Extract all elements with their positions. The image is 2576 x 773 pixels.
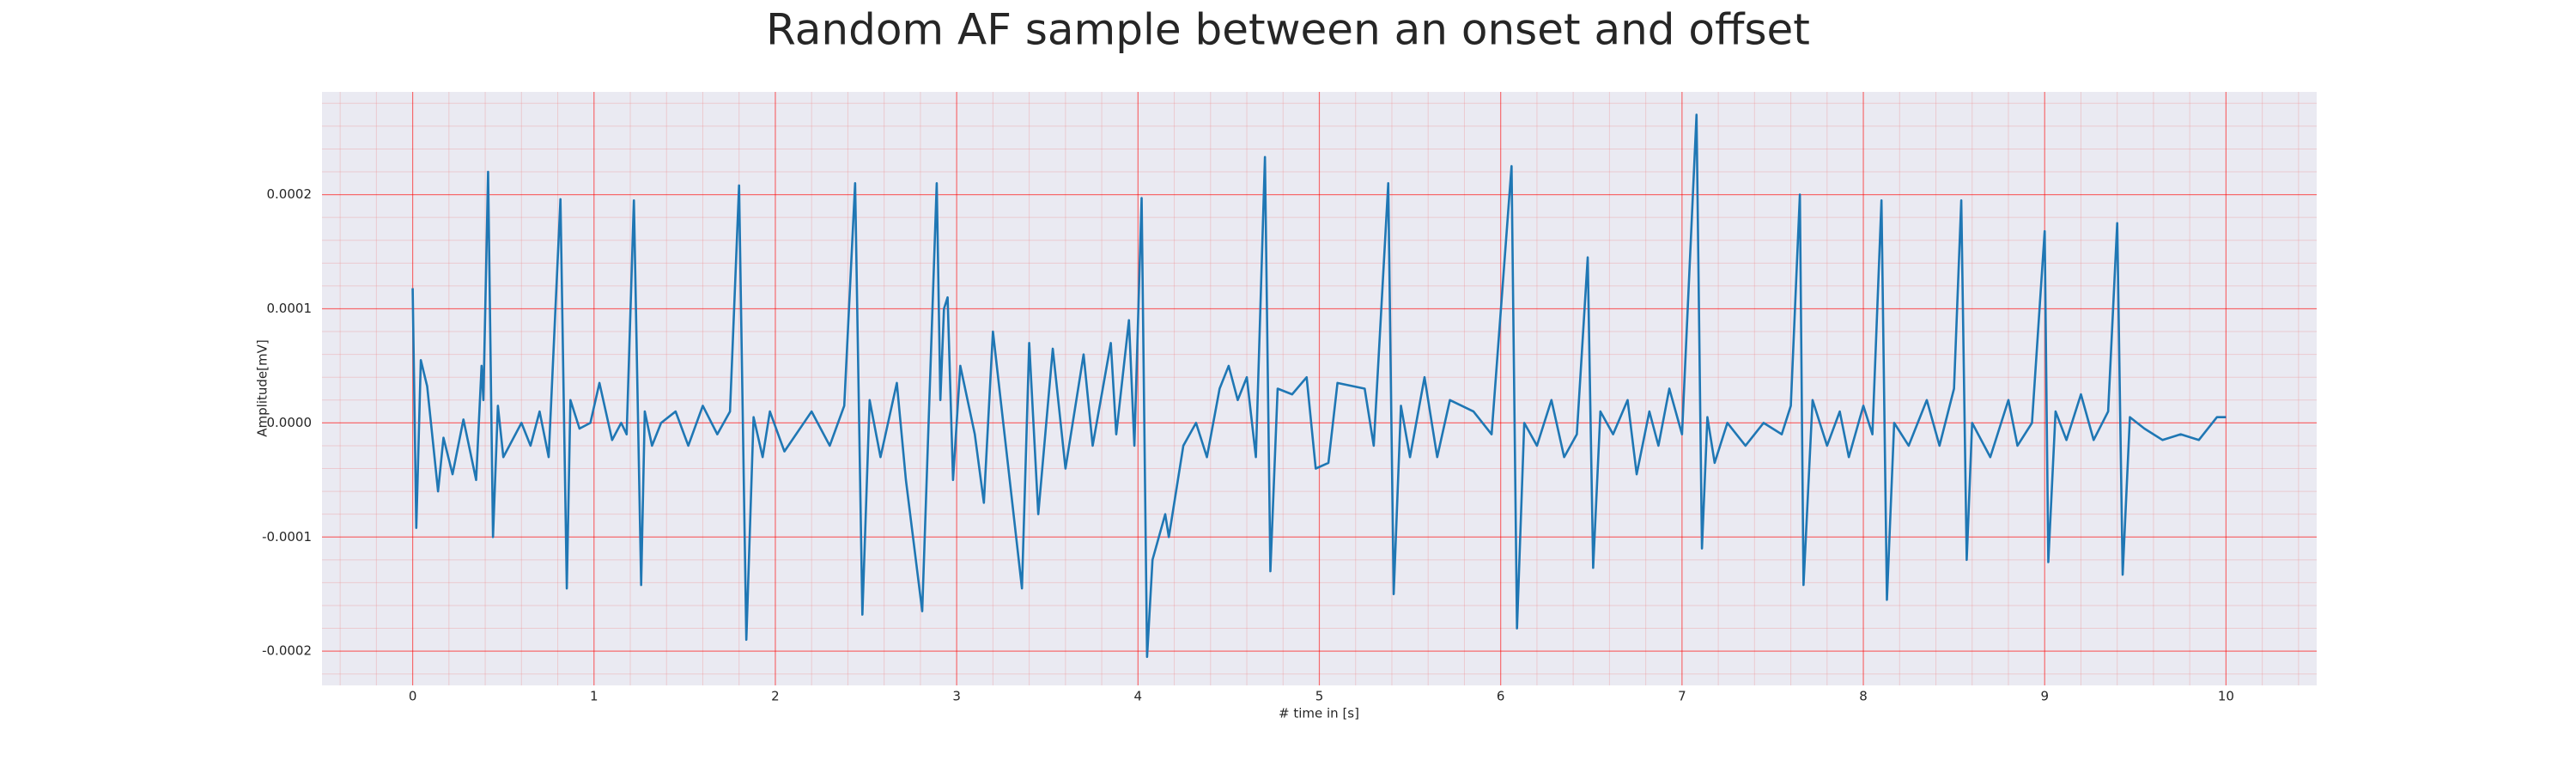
x-tick-label: 1 bbox=[590, 689, 598, 704]
signal-line bbox=[411, 113, 2227, 659]
x-tick-label: 2 bbox=[771, 689, 780, 704]
y-tick-label: 0.0000 bbox=[267, 415, 313, 430]
x-tick-label: 4 bbox=[1134, 689, 1143, 704]
chart-title: Random AF sample between an onset and of… bbox=[766, 5, 1810, 55]
x-tick-label: 3 bbox=[952, 689, 961, 704]
y-tick-label: -0.0001 bbox=[262, 529, 312, 545]
x-tick-label: 8 bbox=[1859, 689, 1868, 704]
y-tick-label: -0.0002 bbox=[262, 643, 312, 659]
x-tick-label: 9 bbox=[2040, 689, 2049, 704]
x-tick-label: 6 bbox=[1497, 689, 1505, 704]
y-axis-label: Amplitude[mV] bbox=[255, 339, 270, 436]
y-tick-label: 0.0001 bbox=[267, 301, 313, 316]
y-tick-label: 0.0002 bbox=[267, 186, 313, 202]
x-tick-label: 5 bbox=[1315, 689, 1324, 704]
x-tick-label: 7 bbox=[1678, 689, 1686, 704]
x-tick-label: 0 bbox=[409, 689, 417, 704]
x-axis-label: # time in [s] bbox=[1279, 706, 1359, 721]
x-tick-label: 10 bbox=[2218, 689, 2234, 704]
